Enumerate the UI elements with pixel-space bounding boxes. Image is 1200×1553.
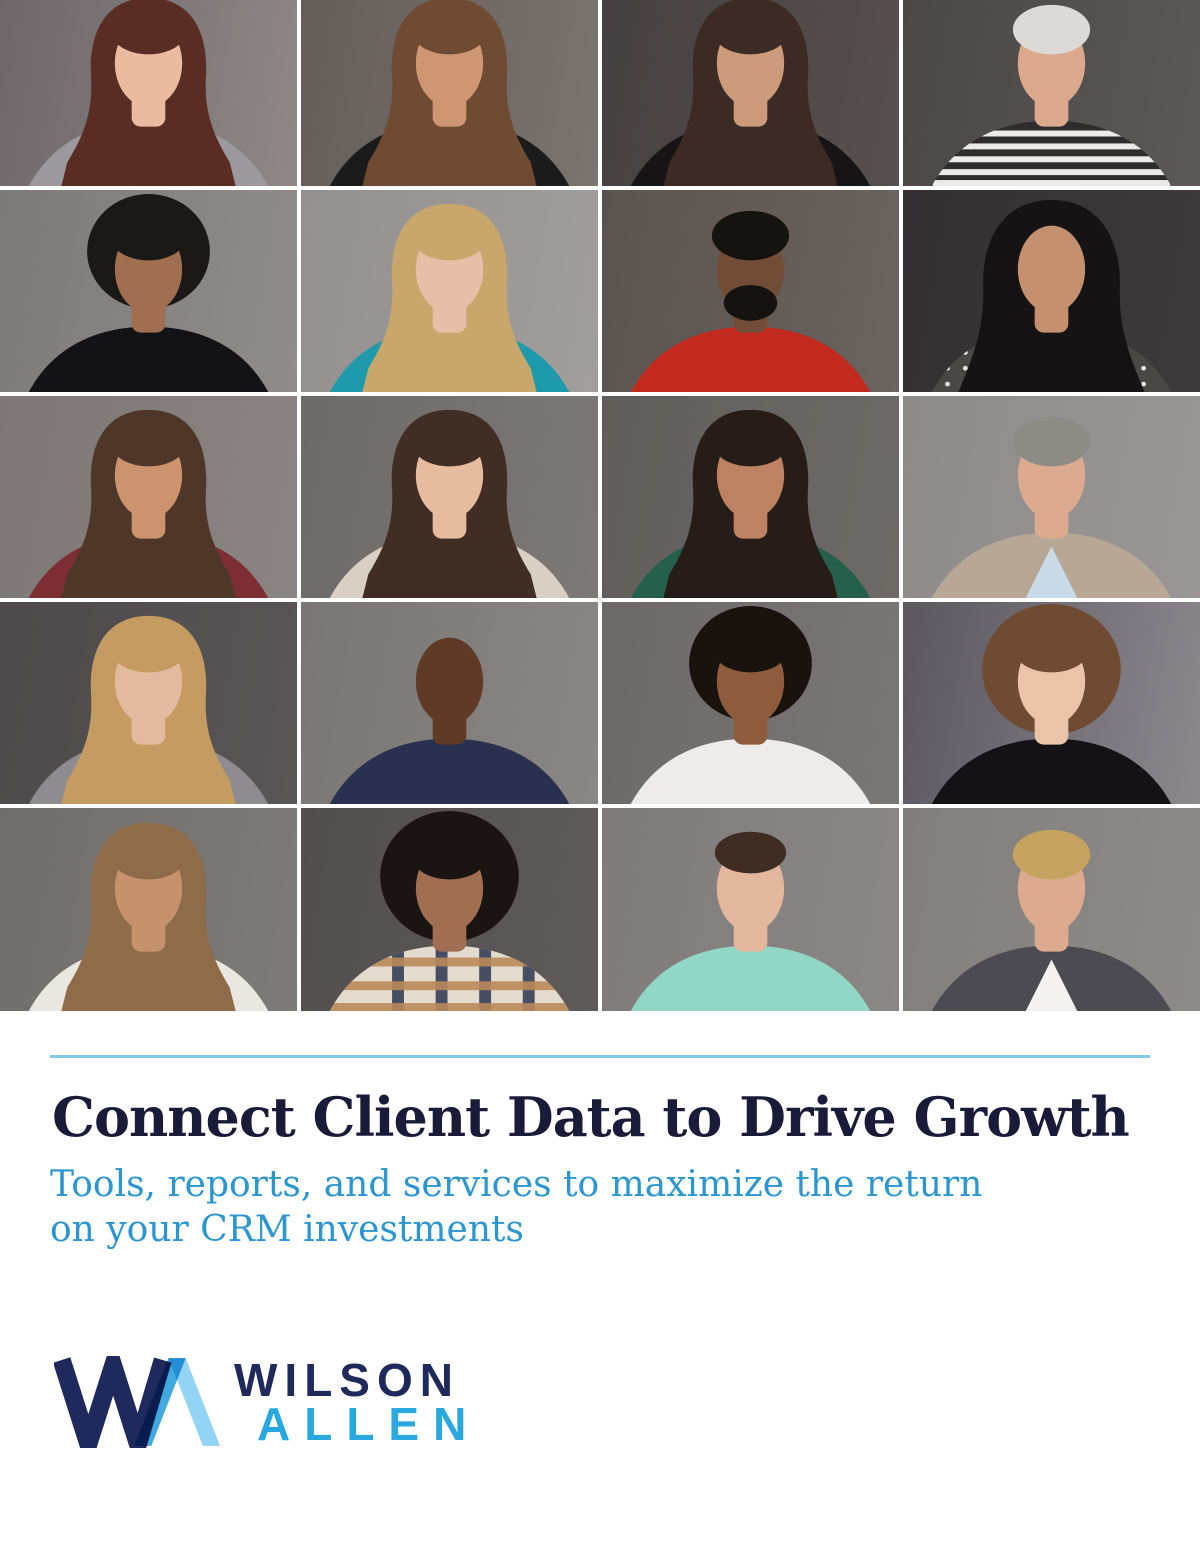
portrait-photo <box>602 808 899 1011</box>
person-silhouette <box>931 4 1172 186</box>
person-silhouette <box>931 416 1172 598</box>
portrait-photo <box>903 396 1200 598</box>
page-subtitle-line1: Tools, reports, and services to maximize… <box>50 1164 983 1206</box>
portrait-photo <box>903 190 1200 392</box>
person-silhouette <box>630 409 871 598</box>
person-silhouette <box>931 199 1172 392</box>
portrait-photo <box>301 190 598 392</box>
person-silhouette <box>28 615 269 804</box>
portrait-photo <box>0 0 297 186</box>
portrait-photo <box>602 396 899 598</box>
brand-logo: WILSON ALLEN <box>54 1353 1150 1451</box>
portrait-photo <box>903 602 1200 804</box>
person-silhouette <box>28 409 269 598</box>
portrait-photo <box>301 0 598 186</box>
person-silhouette <box>931 829 1172 1011</box>
logo-word-wilson: WILSON <box>234 1353 460 1406</box>
person-silhouette <box>328 811 571 1011</box>
person-silhouette <box>28 0 269 186</box>
portrait-photo <box>0 602 297 804</box>
person-silhouette <box>28 194 269 392</box>
portrait-photo <box>903 0 1200 186</box>
portrait-photo <box>0 808 297 1011</box>
wilson-allen-logo-mark-icon <box>54 1355 220 1448</box>
portrait-photo <box>0 190 297 392</box>
portrait-photo <box>301 808 598 1011</box>
page-title: Connect Client Data to Drive Growth <box>52 1085 1130 1149</box>
content-section: Connect Client Data to Drive Growth Tool… <box>0 1055 1200 1448</box>
person-silhouette <box>630 831 871 1011</box>
portrait-photo <box>602 602 899 804</box>
portrait-photo <box>903 808 1200 1011</box>
photo-grid <box>0 0 1200 1011</box>
divider-line <box>50 1055 1150 1058</box>
person-silhouette <box>329 409 570 598</box>
portrait-photo <box>602 190 899 392</box>
page-subtitle: Tools, reports, and services to maximize… <box>50 1163 1060 1252</box>
logo-word-allen: ALLEN <box>257 1398 481 1451</box>
person-silhouette <box>630 210 871 392</box>
portrait-photo <box>301 396 598 598</box>
portrait-photo <box>0 396 297 598</box>
portrait-photo <box>301 602 598 804</box>
person-silhouette <box>630 606 871 804</box>
person-silhouette <box>329 637 570 804</box>
portrait-photo <box>602 0 899 186</box>
person-silhouette <box>329 203 570 392</box>
logo-wordmark: WILSON ALLEN <box>234 1353 481 1451</box>
person-silhouette <box>28 822 269 1011</box>
person-silhouette <box>329 0 570 186</box>
person-silhouette <box>630 0 871 186</box>
page-subtitle-line2: on your CRM investments <box>50 1208 524 1250</box>
person-silhouette <box>931 604 1172 804</box>
